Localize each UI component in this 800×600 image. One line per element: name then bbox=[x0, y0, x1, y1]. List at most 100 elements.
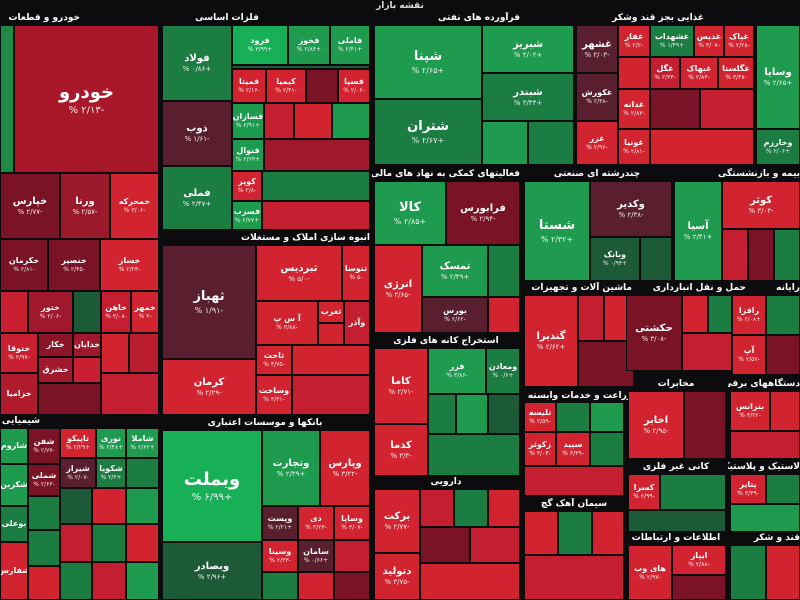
stock-tile-zekowsar[interactable]: زکوثر -۳/۰۳ % bbox=[524, 432, 556, 466]
stock-tile-kama[interactable]: کاما -۲/۷۱ % bbox=[374, 348, 428, 424]
stock-tile[interactable] bbox=[73, 357, 101, 383]
stock-tile[interactable] bbox=[428, 434, 520, 476]
sector-header-estekhraj[interactable]: استخراج کانه های فلزی bbox=[393, 336, 499, 346]
stock-tile[interactable] bbox=[590, 402, 624, 432]
stock-tile[interactable] bbox=[232, 65, 370, 69]
stock-tile[interactable] bbox=[730, 545, 766, 600]
stock-tile[interactable] bbox=[722, 229, 748, 281]
stock-tile[interactable] bbox=[38, 383, 101, 415]
stock-tile[interactable] bbox=[60, 488, 92, 524]
stock-tile[interactable] bbox=[730, 431, 800, 459]
stock-tile[interactable] bbox=[292, 345, 370, 375]
stock-tile-betarans[interactable]: بترانس -۳/۲۲ % bbox=[730, 391, 770, 431]
stock-tile-shiraz[interactable]: شیراز -۲/۰۷ % bbox=[60, 458, 96, 488]
stock-tile[interactable] bbox=[298, 572, 334, 600]
stock-tile-vepast[interactable]: وپست +۲/۲۱ % bbox=[262, 506, 298, 540]
stock-tile[interactable] bbox=[558, 511, 592, 555]
stock-tile-shebriz[interactable]: شبریز +۲/۰۲ % bbox=[482, 25, 574, 73]
stock-tile-vesandet[interactable]: وبصادر +۲/۹۶ % bbox=[162, 542, 262, 600]
stock-tile[interactable] bbox=[766, 474, 800, 504]
stock-tile-fameli[interactable]: فملی +۲/۴۷ % bbox=[162, 166, 232, 230]
sector-header-chand[interactable]: چندرشته ای صنعتی bbox=[553, 169, 641, 179]
stock-tile[interactable] bbox=[428, 394, 456, 434]
stock-tile-vebank[interactable]: وبانک +۰/۹۴ % bbox=[590, 237, 640, 281]
sector-header-daroei[interactable]: دارویی bbox=[430, 477, 462, 487]
sector-header-ghazaei[interactable]: غذایی بجز قند وشکر bbox=[612, 13, 704, 23]
sector-header-siman[interactable]: سیمان آهک گچ bbox=[540, 499, 608, 509]
stock-tile-vedi[interactable]: دی -۳/۲۳ % bbox=[298, 506, 334, 540]
stock-tile-teheydash[interactable]: ثهباز -۱/۹۱ % bbox=[162, 245, 256, 359]
stock-tile[interactable] bbox=[126, 458, 159, 488]
stock-tile-bourse[interactable]: بورس -۲/۶۲ % bbox=[422, 297, 488, 333]
stock-tile[interactable] bbox=[766, 335, 800, 375]
stock-tile-ghakoroosh[interactable]: غکورش -۲/۳۸ % bbox=[576, 73, 618, 121]
stock-tile[interactable] bbox=[334, 572, 370, 600]
stock-tile[interactable] bbox=[592, 511, 624, 555]
stock-tile[interactable] bbox=[456, 394, 488, 434]
stock-tile[interactable] bbox=[682, 333, 732, 371]
stock-tile[interactable] bbox=[92, 524, 126, 562]
stock-tile-fameeta[interactable]: فمیتا -۲/۱۶ % bbox=[232, 69, 266, 103]
stock-tile[interactable] bbox=[660, 474, 726, 510]
stock-tile-tekerman[interactable]: کرمان -۲/۲۹ % bbox=[162, 359, 256, 415]
stock-tile-khetoor[interactable]: ختور -۲/۰۶ % bbox=[28, 291, 73, 333]
stock-tile-asia[interactable]: آسیا +۲/۴۱ % bbox=[674, 181, 722, 281]
stock-tile[interactable] bbox=[488, 245, 520, 297]
stock-tile[interactable] bbox=[334, 540, 370, 572]
stock-tile-ghefar[interactable]: غفار -۲/۲ % bbox=[618, 25, 650, 57]
stock-tile[interactable] bbox=[264, 139, 370, 171]
stock-tile[interactable] bbox=[774, 229, 800, 281]
stock-tile-shefaran[interactable]: شفارس bbox=[0, 542, 28, 600]
stock-tile[interactable] bbox=[332, 103, 370, 139]
stock-tile[interactable] bbox=[318, 323, 344, 345]
stock-tile-tamesk[interactable]: تمسک +۲/۴۹ % bbox=[422, 245, 488, 297]
stock-tile-kheshragh[interactable]: خشرق bbox=[38, 357, 73, 383]
stock-tile[interactable] bbox=[92, 562, 126, 600]
stock-tile-datovid[interactable]: دتوليد -۳/۷۵ % bbox=[374, 553, 420, 600]
sector-header-banks[interactable]: بانکها و موسسات اعتباری bbox=[207, 418, 323, 428]
stock-tile-shafan[interactable]: شفن -۲/۷۷ % bbox=[28, 428, 60, 464]
stock-tile[interactable] bbox=[766, 295, 800, 335]
stock-tile[interactable] bbox=[488, 297, 520, 333]
stock-tile-koosar[interactable]: کسرا -۲/۹۹ % bbox=[628, 474, 660, 510]
stock-tile-ivardez[interactable]: ایپاز -۲/۸۸ % bbox=[672, 545, 726, 575]
stock-tile-shimi_sharoom[interactable]: شاروم bbox=[0, 428, 28, 464]
stock-tile-kosar[interactable]: کوثر -۳/۰۴ % bbox=[722, 181, 800, 229]
stock-tile-shatran[interactable]: شتران +۲/۶۷ % bbox=[374, 99, 482, 165]
stock-tile-khamrakhe[interactable]: خمحرکه -۳/۰۶ % bbox=[110, 173, 159, 239]
sector-header-zeraat[interactable]: زراعت و خدمات وابسته bbox=[527, 391, 632, 401]
stock-tile[interactable] bbox=[92, 488, 126, 524]
stock-tile[interactable] bbox=[294, 103, 332, 139]
stock-tile-shamla[interactable]: شاملا +۲/۶۲ % bbox=[126, 428, 159, 458]
stock-tile[interactable] bbox=[0, 291, 28, 333]
stock-tile[interactable] bbox=[60, 562, 92, 600]
stock-tile[interactable] bbox=[129, 333, 159, 373]
stock-tile-shapna[interactable]: شپنا +۲/۶۵ % bbox=[374, 25, 482, 99]
stock-tile-sakhat[interactable]: ثاخت -۳/۷۵ % bbox=[256, 345, 292, 375]
stock-tile-foroud[interactable]: فرود +۳/۹۹ % bbox=[232, 25, 288, 65]
stock-tile[interactable] bbox=[650, 89, 700, 129]
stock-tile-kala[interactable]: کالا +۲/۸۵ % bbox=[374, 181, 446, 245]
sector-header-khodro[interactable]: خودرو و قطعات bbox=[8, 13, 80, 23]
stock-tile-vatejarat[interactable]: وتجارت +۲/۳۹ % bbox=[262, 430, 320, 506]
sector-header-bime[interactable]: بیمه و بازنشستگی bbox=[717, 169, 800, 179]
stock-tile-ghebahak[interactable]: غبهاک -۲/۸۳ % bbox=[680, 57, 718, 89]
stock-tile[interactable] bbox=[101, 373, 159, 415]
stock-tile[interactable] bbox=[766, 545, 800, 600]
stock-tile[interactable] bbox=[590, 432, 624, 466]
stock-tile-shekooka[interactable]: شکویا +۲/۳ % bbox=[96, 458, 126, 488]
stock-tile-boyoli[interactable]: بوعلی bbox=[0, 506, 28, 542]
stock-tile-ghoshir[interactable]: غشهر -۲/۰۳ % bbox=[576, 25, 618, 73]
stock-tile[interactable] bbox=[420, 527, 470, 563]
stock-tile-hakeshti[interactable]: حکشتی -۳/۰۸ % bbox=[626, 295, 682, 371]
sector-header-rayaneh[interactable]: رایانه bbox=[776, 283, 800, 293]
stock-tile-vamadan[interactable]: ومعادن +۰/۶ % bbox=[486, 348, 520, 394]
sector-header-hamlonaghl[interactable]: حمل و نقل انبارداری bbox=[652, 283, 746, 293]
stock-tile-pelaptir[interactable]: پتایر -۳/۴۹ % bbox=[730, 474, 766, 504]
stock-tile-fakhooz[interactable]: فخوز +۲/۸۴ % bbox=[288, 25, 330, 65]
sector-header-felezat[interactable]: فلزات اساسی bbox=[195, 13, 259, 23]
stock-tile[interactable] bbox=[700, 89, 754, 129]
sector-header-fealiat[interactable]: فعالیتهای کمکی به نهاد های مالی واسط bbox=[372, 169, 520, 179]
stock-tile[interactable] bbox=[73, 291, 101, 333]
stock-tile-fasazan[interactable]: فسازان +۲/۹۱ % bbox=[232, 103, 264, 139]
